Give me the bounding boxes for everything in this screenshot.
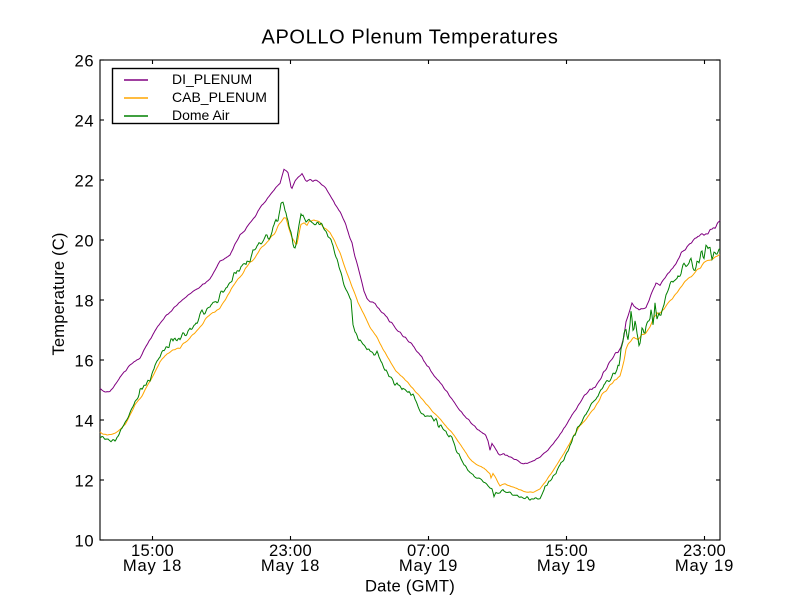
- svg-text:Dome Air: Dome Air: [172, 107, 230, 123]
- svg-text:Date (GMT): Date (GMT): [365, 577, 455, 596]
- svg-text:24: 24: [74, 111, 94, 130]
- svg-text:18: 18: [74, 291, 94, 310]
- svg-text:Temperature (C): Temperature (C): [49, 232, 68, 355]
- svg-text:May 19: May 19: [399, 556, 458, 575]
- svg-text:20: 20: [74, 231, 94, 250]
- svg-text:22: 22: [74, 171, 94, 190]
- svg-text:CAB_PLENUM: CAB_PLENUM: [172, 89, 267, 105]
- svg-text:12: 12: [74, 471, 94, 490]
- svg-text:23:00: 23:00: [683, 541, 726, 560]
- svg-text:16: 16: [74, 351, 94, 370]
- svg-text:DI_PLENUM: DI_PLENUM: [172, 71, 252, 87]
- svg-text:14: 14: [74, 411, 94, 430]
- svg-text:May 19: May 19: [675, 556, 734, 575]
- svg-text:07:00: 07:00: [407, 541, 450, 560]
- svg-text:10: 10: [74, 531, 94, 550]
- svg-text:May 18: May 18: [123, 556, 182, 575]
- svg-text:APOLLO Plenum Temperatures: APOLLO Plenum Temperatures: [262, 27, 559, 49]
- svg-text:15:00: 15:00: [131, 541, 174, 560]
- svg-text:May 18: May 18: [261, 556, 320, 575]
- svg-text:23:00: 23:00: [269, 541, 312, 560]
- svg-text:May 19: May 19: [537, 556, 596, 575]
- svg-text:15:00: 15:00: [545, 541, 588, 560]
- svg-text:26: 26: [74, 51, 94, 70]
